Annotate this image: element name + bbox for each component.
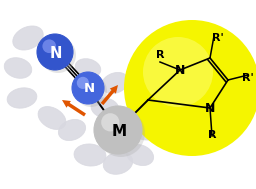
Ellipse shape <box>75 59 101 77</box>
Ellipse shape <box>13 26 43 50</box>
Circle shape <box>143 37 213 107</box>
Text: R: R <box>156 50 164 60</box>
Ellipse shape <box>4 58 32 78</box>
Text: N: N <box>50 46 62 60</box>
Text: R: R <box>208 130 216 140</box>
Ellipse shape <box>91 98 119 118</box>
FancyArrow shape <box>62 100 86 116</box>
Circle shape <box>40 37 76 73</box>
Circle shape <box>75 75 107 107</box>
FancyArrow shape <box>101 85 118 105</box>
Ellipse shape <box>101 72 129 94</box>
Ellipse shape <box>133 120 163 140</box>
Ellipse shape <box>38 107 66 129</box>
Text: N: N <box>175 64 185 77</box>
Text: R': R' <box>212 33 224 43</box>
Ellipse shape <box>126 144 154 166</box>
Text: N: N <box>205 101 215 115</box>
Circle shape <box>72 72 104 104</box>
Circle shape <box>42 39 56 53</box>
Circle shape <box>77 77 89 89</box>
Text: R': R' <box>242 73 254 83</box>
Ellipse shape <box>58 119 86 141</box>
Ellipse shape <box>7 88 37 108</box>
Circle shape <box>94 106 142 154</box>
Circle shape <box>101 113 120 131</box>
Circle shape <box>97 109 145 157</box>
Circle shape <box>37 34 73 70</box>
Text: N: N <box>83 83 94 95</box>
Circle shape <box>124 20 256 156</box>
Ellipse shape <box>103 152 133 174</box>
Ellipse shape <box>74 144 106 166</box>
Text: M: M <box>111 123 126 139</box>
